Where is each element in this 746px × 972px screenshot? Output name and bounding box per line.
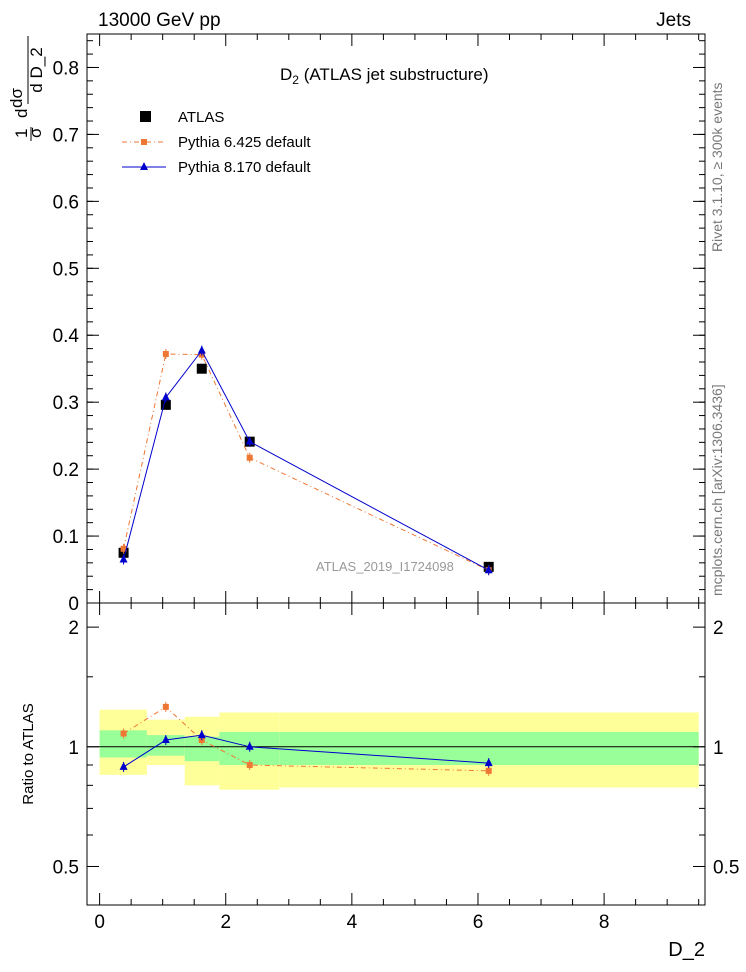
main-ytick-label-6: 0.6: [53, 192, 79, 213]
main-point-2-3: [245, 436, 254, 445]
main-ytick-label-3: 0.3: [53, 393, 79, 414]
mcplots-info: mcplots.cern.ch [arXiv:1306.3436]: [709, 384, 725, 596]
header-right: Jets: [656, 10, 691, 31]
legend-label-pythia8: Pythia 8.170 default: [178, 159, 311, 176]
main-line-1: [123, 353, 489, 571]
x-axis-label: D_2: [668, 939, 705, 961]
ratio-point-1-3: [245, 741, 254, 750]
xtick-label-2: 4: [347, 912, 358, 933]
plot-title: D2 (ATLAS jet substructure): [280, 65, 489, 87]
ratio-point-1-4: [484, 758, 493, 767]
ratio-point-0-4: [485, 767, 492, 774]
ratio-y-axis-label: Ratio to ATLAS: [20, 703, 37, 804]
main-ytick-label-2: 0.2: [53, 460, 79, 481]
ratio-series: [119, 701, 493, 776]
ratio-point-1-1: [161, 735, 170, 744]
xtick-label-3: 6: [473, 912, 484, 933]
ratio-ytick-label-left-0: 0.5: [53, 857, 79, 878]
legend-marker-pythia8: [140, 162, 148, 170]
legend-marker-pythia6: [141, 139, 147, 145]
main-point-0-2: [196, 363, 207, 374]
legend-label-atlas: ATLAS: [178, 109, 224, 126]
main-point-2-2: [197, 345, 206, 354]
main-ytick-label-0: 0: [68, 594, 79, 615]
y-label-d: d: [12, 109, 31, 118]
ratio-ytick-label-left-1: 1: [68, 738, 79, 759]
ratio-point-0-0: [120, 730, 127, 737]
y-label-frac-num: 1: [12, 129, 31, 138]
main-y-ticks: 0 0.1 0.2 0.3 0.4 0.5 0.6 0.7 0.8: [53, 40, 705, 615]
main-line-2: [123, 349, 489, 571]
ratio-ytick-label-right-1: 1: [713, 738, 724, 759]
main-ytick-label-8: 0.8: [53, 58, 79, 79]
legend: ATLAS Pythia 6.425 default Pythia 8.170 …: [122, 109, 311, 176]
xtick-label-1: 2: [220, 912, 231, 933]
band-green-1: [146, 735, 185, 756]
main-ytick-label-4: 0.4: [53, 326, 80, 347]
main-point-1-1: [162, 350, 169, 357]
xtick-label-4: 8: [599, 912, 610, 933]
xtick-label-0: 0: [94, 912, 105, 933]
main-ytick-label-5: 0.5: [53, 259, 79, 280]
header-left: 13000 GeV pp: [98, 10, 221, 31]
analysis-watermark: ATLAS_2019_I1724098: [316, 559, 454, 574]
main-point-2-4: [484, 565, 493, 574]
ratio-ytick-label-right-0: 0.5: [713, 857, 739, 878]
ratio-uncertainty-bands: [99, 709, 699, 790]
rivet-info: Rivet 3.1.10, ≥ 300k events: [709, 82, 725, 252]
main-point-1-3: [246, 454, 253, 461]
main-point-2-1: [161, 392, 170, 401]
ratio-point-1-2: [197, 730, 206, 739]
ratio-panel-frame: [86, 602, 706, 906]
main-point-1-0: [120, 545, 127, 552]
y-label-frac-den: σ: [26, 127, 45, 138]
ratio-point-0-1: [162, 703, 169, 710]
x-ticks: 0 2 4 6 8: [94, 34, 700, 933]
y-label-dsig: dσ: [7, 88, 26, 108]
ratio-point-0-3: [246, 761, 253, 768]
main-point-0-1: [160, 399, 171, 410]
main-y-axis-label: 1 σ d dσ d D_2: [7, 36, 46, 141]
y-label-dD: d D_2: [27, 47, 46, 92]
main-series: [118, 345, 494, 576]
legend-marker-atlas: [140, 111, 151, 122]
ratio-y-ticks: 0.5 0.5 1 1 2 2: [53, 618, 740, 878]
ratio-point-1-0: [119, 761, 128, 770]
main-ytick-label-7: 0.7: [53, 125, 79, 146]
legend-label-pythia6: Pythia 6.425 default: [178, 134, 311, 151]
ratio-ytick-label-right-2: 2: [713, 618, 724, 639]
main-ytick-label-1: 0.1: [53, 527, 79, 548]
main-point-2-0: [119, 554, 128, 563]
ratio-ytick-label-left-2: 2: [68, 618, 79, 639]
